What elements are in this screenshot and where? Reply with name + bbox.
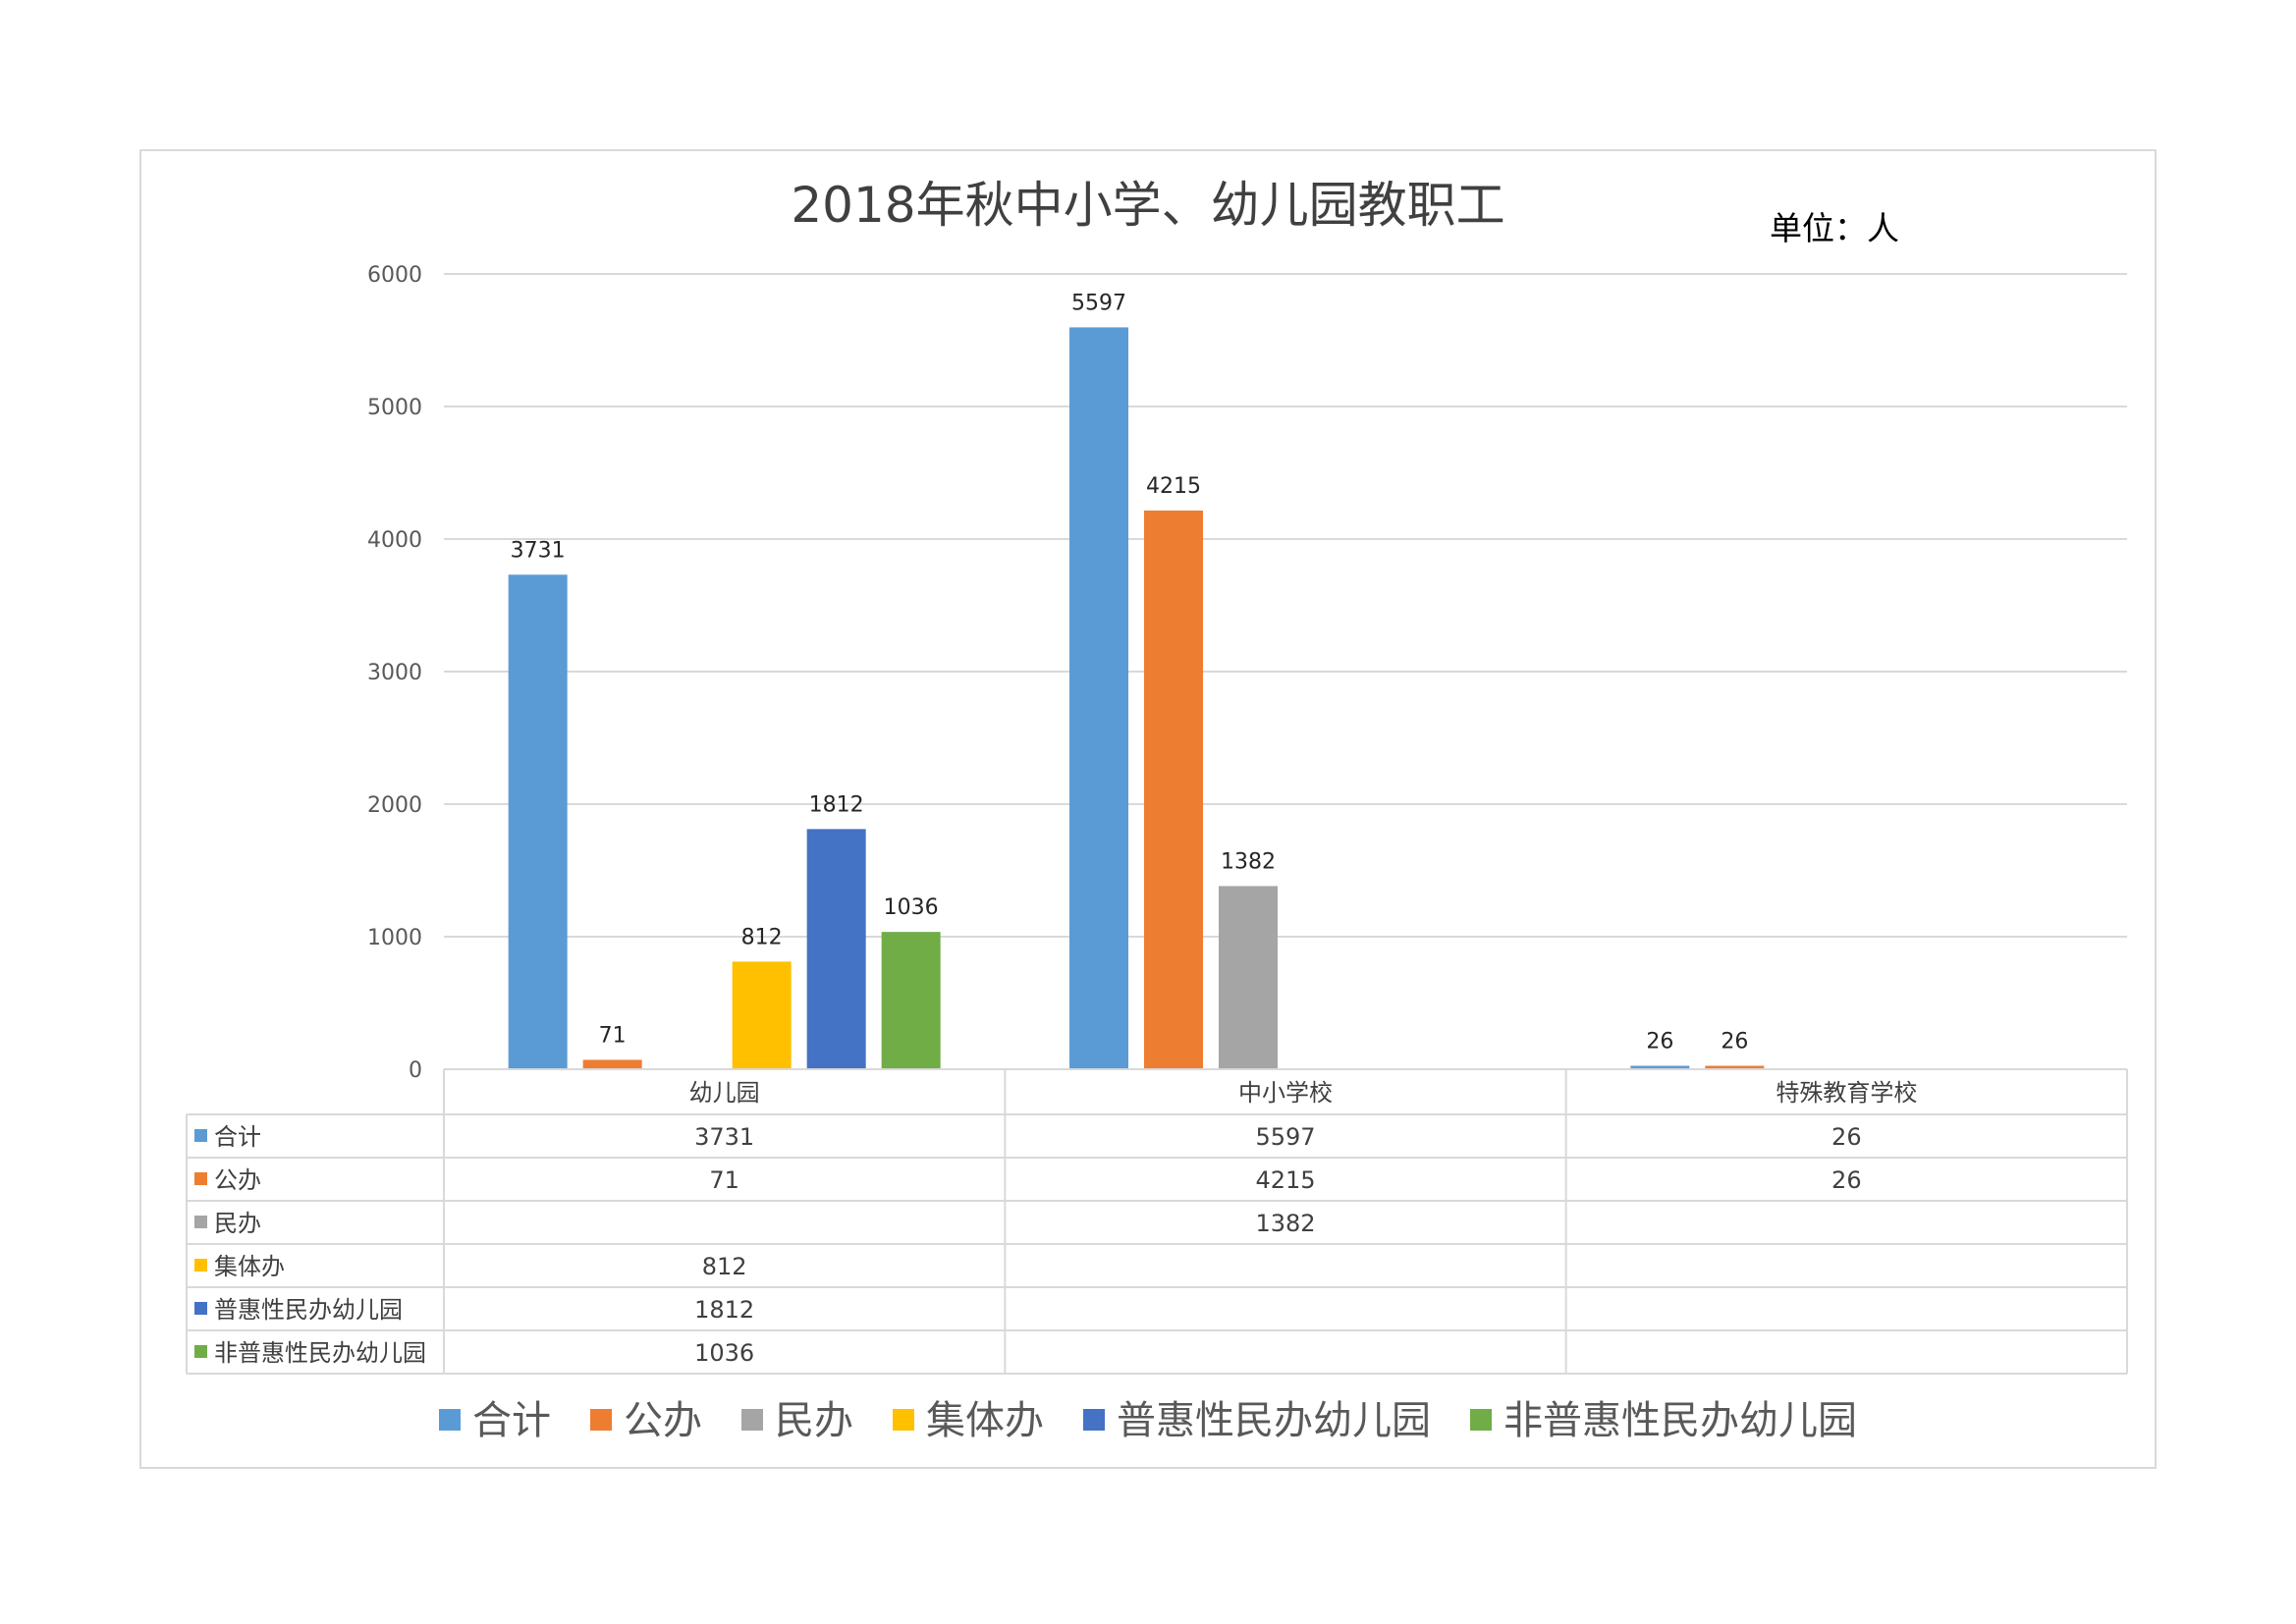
chart-title: 2018年秋中小学、幼儿园教职工	[791, 177, 1504, 234]
table-cell: 1812	[694, 1296, 754, 1324]
table-cell: 3731	[694, 1123, 754, 1151]
table-legend-key	[194, 1345, 207, 1358]
data-label: 812	[741, 925, 783, 949]
data-labels: 3731 71 812 1812 1036 5597 4215 1382 26 26	[511, 291, 1749, 1054]
data-label: 26	[1646, 1029, 1673, 1054]
data-label: 1036	[884, 895, 939, 920]
bar	[1630, 1065, 1690, 1069]
table-category-label: 特殊教育学校	[1776, 1079, 1917, 1107]
bar	[806, 829, 866, 1069]
bar	[881, 932, 941, 1069]
y-tick-label: 5000	[367, 396, 422, 420]
y-tick-label: 1000	[367, 926, 422, 950]
table-row-label: 非普惠性民办幼儿园	[214, 1339, 426, 1367]
bar	[1705, 1065, 1765, 1069]
y-tick-label: 4000	[367, 528, 422, 553]
table-category-label: 中小学校	[1238, 1079, 1333, 1107]
bar	[508, 574, 568, 1069]
table-cell: 1036	[694, 1339, 754, 1367]
legend-key	[439, 1409, 462, 1431]
legend-label: 非普惠性民办幼儿园	[1503, 1398, 1857, 1443]
table-cell: 812	[702, 1253, 747, 1280]
table-row-label: 普惠性民办幼儿园	[214, 1296, 403, 1324]
data-label: 71	[599, 1023, 627, 1048]
unit-label: 单位：人	[1770, 209, 1899, 247]
table-cell: 4215	[1255, 1166, 1315, 1194]
legend-key	[741, 1409, 764, 1431]
table-legend-key	[194, 1302, 207, 1315]
bars	[508, 327, 1765, 1069]
table-legend-key	[194, 1172, 207, 1185]
bar	[1219, 886, 1278, 1069]
y-tick-label: 3000	[367, 661, 422, 685]
table-cell: 26	[1831, 1123, 1862, 1151]
y-axis: 0 1000 2000 3000 4000 5000 6000	[367, 263, 422, 1083]
legend: 合计 公办 民办 集体办 普惠性民办幼儿园 非普惠性民办幼儿园	[439, 1398, 1857, 1443]
y-tick-label: 2000	[367, 793, 422, 818]
table-cell: 1382	[1255, 1210, 1315, 1237]
legend-key	[893, 1409, 915, 1431]
table-legend-key	[194, 1259, 207, 1272]
legend-label: 公办	[624, 1398, 702, 1443]
legend-label: 普惠性民办幼儿园	[1117, 1398, 1431, 1443]
table-legend-key	[194, 1129, 207, 1142]
bar	[582, 1059, 642, 1069]
legend-key	[1083, 1409, 1106, 1431]
legend-key	[1469, 1409, 1492, 1431]
table-cell: 26	[1831, 1166, 1862, 1194]
data-label: 1382	[1221, 849, 1276, 874]
data-label: 26	[1721, 1029, 1748, 1054]
legend-label: 合计	[472, 1398, 551, 1443]
table-row-label: 民办	[214, 1210, 261, 1237]
gridlines	[444, 273, 2127, 938]
y-tick-label: 0	[409, 1058, 422, 1083]
legend-key	[590, 1409, 613, 1431]
table-row-label: 合计	[214, 1123, 261, 1151]
table-row-label: 公办	[214, 1166, 261, 1194]
table-cell: 71	[709, 1166, 739, 1194]
legend-label: 集体办	[926, 1398, 1044, 1443]
data-label: 1812	[809, 792, 864, 817]
bar	[1069, 327, 1128, 1069]
data-label: 5597	[1071, 291, 1126, 315]
table-cell: 5597	[1255, 1123, 1315, 1151]
y-tick-label: 6000	[367, 263, 422, 288]
table-category-label: 幼儿园	[689, 1079, 760, 1107]
data-label: 3731	[511, 538, 566, 563]
legend-label: 民办	[775, 1398, 853, 1443]
table-legend-key	[194, 1216, 207, 1228]
table-row-label: 集体办	[214, 1253, 285, 1280]
bar	[732, 961, 792, 1069]
bar	[1144, 510, 1203, 1069]
data-label: 4215	[1146, 474, 1201, 499]
